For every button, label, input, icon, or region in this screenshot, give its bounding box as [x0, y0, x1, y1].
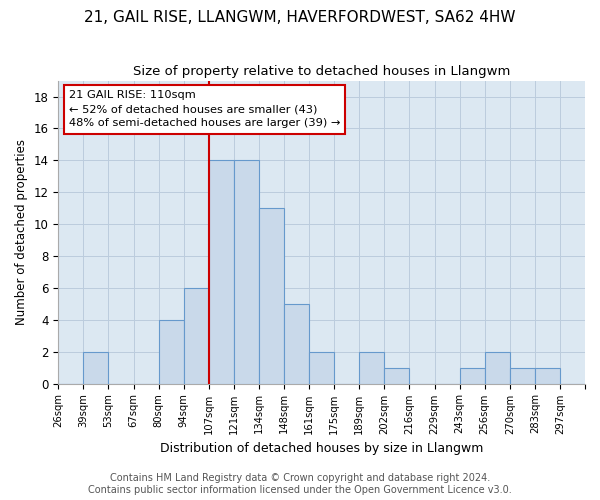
Text: 21 GAIL RISE: 110sqm
← 52% of detached houses are smaller (43)
48% of semi-detac: 21 GAIL RISE: 110sqm ← 52% of detached h… — [69, 90, 340, 128]
Text: Contains HM Land Registry data © Crown copyright and database right 2024.
Contai: Contains HM Land Registry data © Crown c… — [88, 474, 512, 495]
Title: Size of property relative to detached houses in Llangwm: Size of property relative to detached ho… — [133, 65, 511, 78]
Bar — [209, 160, 234, 384]
Bar — [184, 288, 209, 384]
X-axis label: Distribution of detached houses by size in Llangwm: Distribution of detached houses by size … — [160, 442, 484, 455]
Text: 21, GAIL RISE, LLANGWM, HAVERFORDWEST, SA62 4HW: 21, GAIL RISE, LLANGWM, HAVERFORDWEST, S… — [84, 10, 516, 25]
Bar — [485, 352, 510, 384]
Bar — [259, 208, 284, 384]
Y-axis label: Number of detached properties: Number of detached properties — [15, 139, 28, 325]
Bar — [309, 352, 334, 384]
Bar — [234, 160, 259, 384]
Bar — [158, 320, 184, 384]
Bar — [359, 352, 385, 384]
Bar — [460, 368, 485, 384]
Bar — [385, 368, 409, 384]
Bar — [284, 304, 309, 384]
Bar — [535, 368, 560, 384]
Bar — [83, 352, 109, 384]
Bar — [510, 368, 535, 384]
